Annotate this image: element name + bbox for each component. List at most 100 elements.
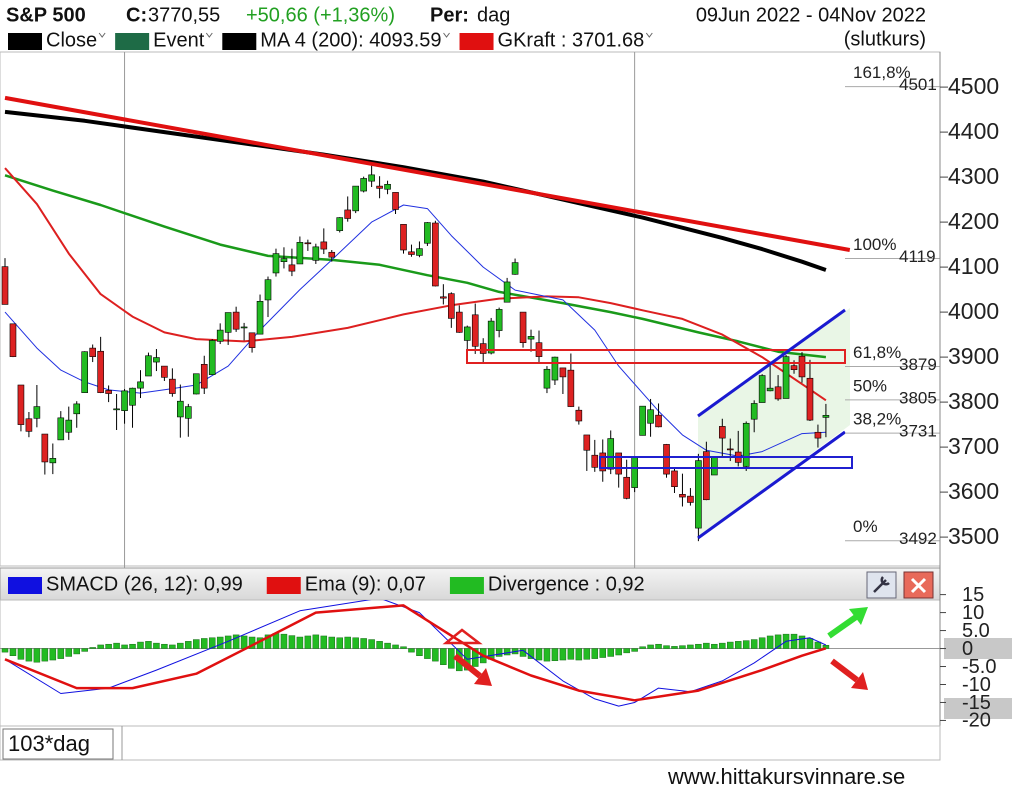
candle-body bbox=[567, 369, 575, 407]
divergence-bar bbox=[272, 633, 280, 649]
divergence-bar bbox=[424, 648, 431, 659]
divergence-bar bbox=[607, 648, 614, 657]
candle-body bbox=[1, 266, 9, 305]
y-tick-label: 10 bbox=[962, 602, 984, 624]
divergence-bar bbox=[352, 637, 359, 649]
legend-label: Ema (9): 0,07 bbox=[305, 573, 426, 595]
price-decor-front bbox=[466, 308, 853, 540]
divergence-bar bbox=[790, 633, 798, 649]
legend-label: SMACD (26, 12): 0,99 bbox=[46, 573, 243, 595]
axes: 3500 3600 3700 3800 3900 4000 4100 4200 4300 4400… bbox=[940, 73, 999, 732]
close-icon[interactable] bbox=[910, 577, 927, 594]
down-arrow bbox=[830, 658, 859, 683]
indicator-line bbox=[4, 600, 827, 707]
candle-body bbox=[288, 264, 296, 272]
dropdown-icon[interactable] bbox=[205, 32, 213, 38]
candle-body bbox=[790, 365, 798, 370]
dropdown-icon[interactable] bbox=[98, 32, 106, 38]
divergence-bar bbox=[631, 648, 638, 652]
candle-body bbox=[424, 222, 431, 244]
wrench-icon[interactable] bbox=[873, 576, 890, 593]
candle-body bbox=[479, 343, 487, 354]
candle-body bbox=[352, 185, 359, 212]
divergence-bar bbox=[9, 648, 17, 656]
candle-body bbox=[145, 355, 152, 377]
candle-body bbox=[129, 387, 136, 406]
candle-body bbox=[320, 241, 328, 250]
candle-body bbox=[663, 444, 670, 475]
divergence-bar bbox=[679, 645, 686, 649]
fib-label: 38,2% bbox=[853, 410, 901, 429]
candle-body bbox=[384, 184, 391, 190]
timeframe-box[interactable] bbox=[2, 728, 114, 760]
period: dag bbox=[477, 4, 510, 26]
divergence-bar bbox=[57, 648, 65, 659]
candle-body bbox=[33, 406, 41, 419]
timeframe[interactable]: 103*dag bbox=[8, 731, 90, 756]
divergence-bar bbox=[145, 641, 152, 649]
candle-body bbox=[503, 281, 511, 303]
divergence-bar bbox=[89, 647, 96, 649]
close-button[interactable] bbox=[903, 571, 934, 599]
candle-body bbox=[432, 222, 439, 287]
fib-value: 3731 bbox=[899, 422, 937, 441]
divergence-bar bbox=[543, 648, 551, 662]
legend-label: GKraft : 3701.68 bbox=[498, 29, 645, 51]
divergence-bar bbox=[216, 636, 224, 649]
fib-levels: 161,8%4501100%411961,8%387950%380538,2%3… bbox=[845, 63, 940, 548]
dropdown-icon[interactable] bbox=[645, 32, 653, 38]
price-basis: (slutkurs) bbox=[844, 28, 926, 50]
indicator-line bbox=[4, 167, 827, 402]
divergence-bar bbox=[392, 644, 399, 649]
divergence-bar bbox=[312, 634, 320, 649]
divergence-bar bbox=[177, 642, 184, 649]
divergence-bar bbox=[49, 648, 57, 661]
divergence-bar bbox=[336, 637, 343, 649]
divergence-bar bbox=[400, 646, 407, 649]
dropdown-icon[interactable] bbox=[443, 32, 450, 38]
divergence-bar bbox=[376, 641, 383, 649]
candle-body bbox=[49, 458, 57, 464]
candle-body bbox=[400, 224, 407, 251]
divergence-bar bbox=[814, 641, 822, 649]
candle-body bbox=[543, 368, 551, 389]
divergence-bar bbox=[615, 648, 622, 656]
fib-value: 3879 bbox=[899, 355, 937, 374]
candle-body bbox=[416, 248, 423, 256]
divergence-bar bbox=[288, 635, 296, 649]
divergence-bar bbox=[129, 643, 136, 649]
settings-button[interactable] bbox=[866, 571, 897, 599]
candle-body bbox=[280, 258, 288, 262]
change: +50,66 (+1,36%) bbox=[246, 4, 395, 26]
candle-body bbox=[121, 390, 128, 411]
y-tick-label: -20 bbox=[962, 710, 991, 732]
candle-body bbox=[304, 242, 312, 245]
divergence-bar bbox=[17, 648, 25, 660]
fib-label: 0% bbox=[853, 517, 878, 536]
divergence-bar bbox=[440, 648, 447, 665]
divergence-bar bbox=[169, 644, 176, 649]
candle-body bbox=[9, 323, 17, 357]
candle-body bbox=[726, 448, 734, 451]
fib-value: 4119 bbox=[899, 247, 936, 266]
candle-body bbox=[192, 373, 200, 395]
divergence-bar bbox=[201, 638, 208, 649]
candle-body bbox=[216, 329, 224, 342]
close-label: C: bbox=[126, 4, 147, 26]
candle-body bbox=[822, 415, 830, 418]
divergence-bar bbox=[81, 648, 88, 652]
indicator-line bbox=[4, 174, 827, 359]
divergence-bar bbox=[161, 643, 168, 649]
y-tick-label: 3600 bbox=[948, 478, 999, 504]
fib-label: 50% bbox=[853, 376, 887, 395]
y-tick-label: 4100 bbox=[948, 253, 999, 279]
legend-label: Divergence : 0,92 bbox=[488, 573, 645, 595]
candle-body bbox=[448, 293, 455, 319]
price-panel bbox=[0, 51, 941, 567]
candle-body bbox=[169, 378, 176, 394]
candle-body bbox=[17, 384, 25, 425]
divergence-bar bbox=[687, 644, 694, 649]
candle-body bbox=[208, 340, 216, 375]
macd-annotations bbox=[442, 607, 868, 690]
candle-body bbox=[527, 336, 535, 340]
